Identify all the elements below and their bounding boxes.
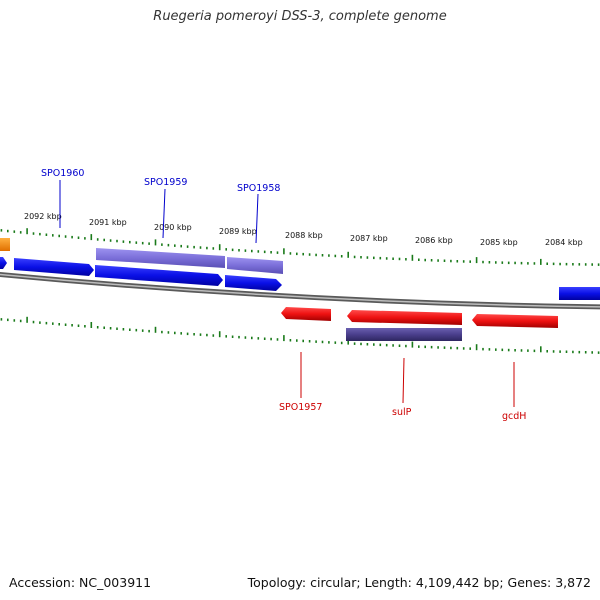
map-title: Ruegeria pomeroyi DSS-3, complete genome [153, 9, 447, 24]
scale-label: 2091 kbp [89, 218, 127, 227]
scale-labels: 2092 kbp 2091 kbp 2090 kbp 2089 kbp 2088… [24, 212, 583, 247]
scale-ticks-outer [0, 228, 600, 266]
forward-features [0, 238, 600, 300]
scale-label: 2090 kbp [154, 223, 192, 232]
gene-label-sulp[interactable]: sulP [392, 407, 412, 418]
feature-forward[interactable] [227, 257, 283, 274]
gene-label-spo1958[interactable]: SPO1958 [237, 183, 280, 194]
gene-label-spo1957[interactable]: SPO1957 [279, 402, 322, 413]
cds-reverse[interactable] [472, 314, 558, 328]
cds-forward[interactable] [559, 287, 600, 300]
gene-labels-reverse: SPO1957 sulP gcdH [279, 352, 526, 422]
cds-reverse[interactable] [281, 307, 331, 321]
genome-stats-text: Topology: circular; Length: 4,109,442 bp… [247, 575, 591, 590]
gene-label-spo1959[interactable]: SPO1959 [144, 177, 187, 188]
gene-label-spo1960[interactable]: SPO1960 [41, 168, 84, 179]
feature-forward[interactable] [96, 248, 225, 268]
scale-label: 2092 kbp [24, 212, 62, 221]
scale-label: 2089 kbp [219, 227, 257, 236]
cds-forward[interactable] [14, 258, 94, 276]
scale-label: 2088 kbp [285, 231, 323, 240]
cds-forward[interactable] [0, 257, 7, 269]
cds-forward[interactable] [95, 265, 223, 286]
accession-text: Accession: NC_003911 [9, 575, 152, 590]
gene-labels-forward: SPO1960 SPO1959 SPO1958 [41, 168, 280, 244]
cds-reverse[interactable] [347, 310, 462, 325]
scale-ticks-inner [0, 316, 600, 354]
gene-label-gcdh[interactable]: gcdH [502, 411, 526, 422]
scale-label: 2085 kbp [480, 238, 518, 247]
scale-label: 2086 kbp [415, 236, 453, 245]
scale-label: 2084 kbp [545, 238, 583, 247]
feature-reverse[interactable] [346, 328, 462, 341]
orange-feature[interactable] [0, 238, 10, 251]
scale-label: 2087 kbp [350, 234, 388, 243]
reverse-features [281, 307, 558, 341]
cds-forward[interactable] [225, 275, 282, 291]
genome-backbone [0, 271, 600, 310]
